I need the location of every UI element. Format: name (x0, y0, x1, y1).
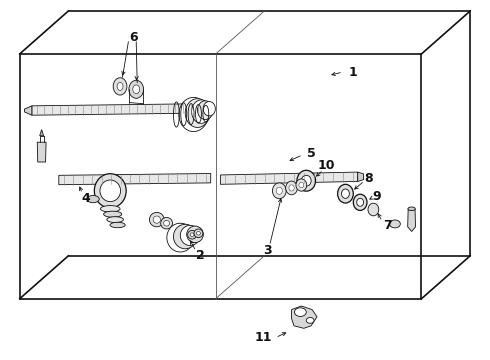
Text: 11: 11 (254, 331, 272, 344)
Ellipse shape (173, 224, 197, 249)
Ellipse shape (190, 233, 194, 237)
Ellipse shape (338, 184, 353, 203)
Polygon shape (59, 174, 211, 185)
Ellipse shape (299, 182, 304, 188)
Ellipse shape (296, 179, 307, 191)
Text: 1: 1 (348, 66, 357, 78)
Ellipse shape (408, 207, 416, 211)
Ellipse shape (185, 99, 210, 127)
Ellipse shape (149, 212, 164, 227)
Ellipse shape (342, 189, 349, 198)
Ellipse shape (286, 181, 297, 195)
Text: 10: 10 (317, 159, 335, 172)
Ellipse shape (353, 194, 367, 210)
Ellipse shape (176, 224, 187, 234)
Ellipse shape (100, 206, 120, 212)
Ellipse shape (197, 101, 213, 120)
Ellipse shape (188, 230, 196, 239)
Ellipse shape (357, 198, 364, 206)
Ellipse shape (179, 97, 208, 132)
Ellipse shape (178, 226, 184, 231)
Ellipse shape (100, 180, 121, 202)
Ellipse shape (161, 217, 172, 229)
Ellipse shape (107, 217, 123, 222)
Text: 8: 8 (364, 172, 373, 185)
Circle shape (306, 318, 314, 323)
Ellipse shape (289, 185, 294, 191)
Text: 2: 2 (196, 249, 204, 262)
Polygon shape (358, 172, 364, 181)
Ellipse shape (87, 195, 99, 203)
Ellipse shape (192, 100, 211, 123)
Ellipse shape (272, 183, 286, 199)
Text: 9: 9 (372, 190, 381, 203)
Ellipse shape (276, 187, 282, 194)
Ellipse shape (297, 170, 316, 191)
Circle shape (294, 308, 306, 316)
Text: 6: 6 (129, 31, 138, 44)
Ellipse shape (113, 78, 127, 95)
Ellipse shape (390, 220, 400, 228)
Ellipse shape (196, 231, 200, 235)
Ellipse shape (194, 229, 203, 238)
Ellipse shape (180, 225, 200, 246)
Ellipse shape (133, 85, 140, 94)
Ellipse shape (153, 216, 161, 223)
Ellipse shape (368, 203, 379, 216)
Text: 7: 7 (383, 219, 392, 231)
Ellipse shape (301, 175, 311, 186)
Ellipse shape (104, 211, 122, 217)
Ellipse shape (164, 220, 170, 226)
Ellipse shape (167, 223, 194, 252)
Ellipse shape (117, 82, 123, 90)
Ellipse shape (187, 226, 203, 243)
Polygon shape (292, 306, 317, 328)
Text: 3: 3 (263, 244, 271, 257)
Ellipse shape (129, 80, 144, 98)
Polygon shape (24, 106, 32, 115)
Ellipse shape (94, 174, 126, 208)
Polygon shape (37, 142, 46, 162)
Polygon shape (408, 209, 416, 231)
Polygon shape (220, 172, 358, 184)
Polygon shape (32, 104, 203, 115)
Text: 4: 4 (81, 192, 90, 204)
Polygon shape (40, 130, 44, 136)
Ellipse shape (203, 102, 216, 116)
Ellipse shape (110, 222, 125, 228)
Text: 5: 5 (307, 147, 316, 159)
